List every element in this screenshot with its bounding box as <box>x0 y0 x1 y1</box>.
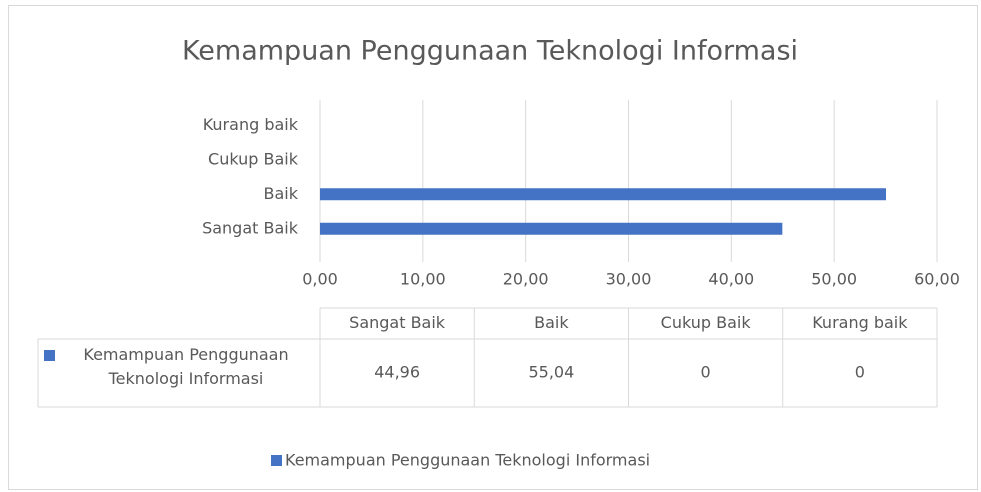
y-tick-label: Kurang baik <box>203 115 299 134</box>
row-label-text: Kemampuan Penggunaan Teknologi Informasi <box>83 345 289 388</box>
table-cell: 44,96 <box>374 363 420 382</box>
x-tick-label: 60,00 <box>914 270 960 289</box>
table-cell: 0 <box>701 363 711 382</box>
x-tick-label: 0,00 <box>302 270 338 289</box>
y-tick-label: Sangat Baik <box>202 218 299 237</box>
table-header: Baik <box>534 313 569 332</box>
legend-key <box>271 455 282 466</box>
x-tick-label: 30,00 <box>606 270 652 289</box>
y-tick-label: Baik <box>264 184 299 203</box>
table-row-label: Kemampuan Penggunaan Teknologi Informasi <box>83 345 289 388</box>
table-header: Cukup Baik <box>661 313 752 332</box>
table-header: Kurang baik <box>812 313 908 332</box>
legend: Kemampuan Penggunaan Teknologi Informasi <box>271 451 650 470</box>
bar <box>320 222 783 235</box>
x-tick-label: 50,00 <box>811 270 857 289</box>
table-cell: 55,04 <box>528 363 574 382</box>
plot: Sangat Baik Baik Cukup Baik Kurang baik <box>202 115 886 237</box>
data-table: Sangat Baik Baik Cukup Baik Kurang baik Kema… <box>37 307 938 408</box>
chart-title: Kemampuan Penggunaan Teknologi Informasi <box>182 36 798 67</box>
table-header: Sangat Baik <box>349 313 446 332</box>
chart-frame <box>8 5 978 490</box>
grid: 0,00 10,00 20,00 30,00 40,00 50,00 60,00 <box>302 100 960 289</box>
x-tick-label: 40,00 <box>708 270 754 289</box>
table-legend-key <box>44 350 55 361</box>
legend-label: Kemampuan Penggunaan Teknologi Informasi <box>285 451 650 470</box>
x-tick-label: 10,00 <box>400 270 446 289</box>
table-cell: 0 <box>855 363 865 382</box>
y-tick-label: Cukup Baik <box>208 149 299 168</box>
bar <box>320 188 886 201</box>
x-tick-label: 20,00 <box>503 270 549 289</box>
